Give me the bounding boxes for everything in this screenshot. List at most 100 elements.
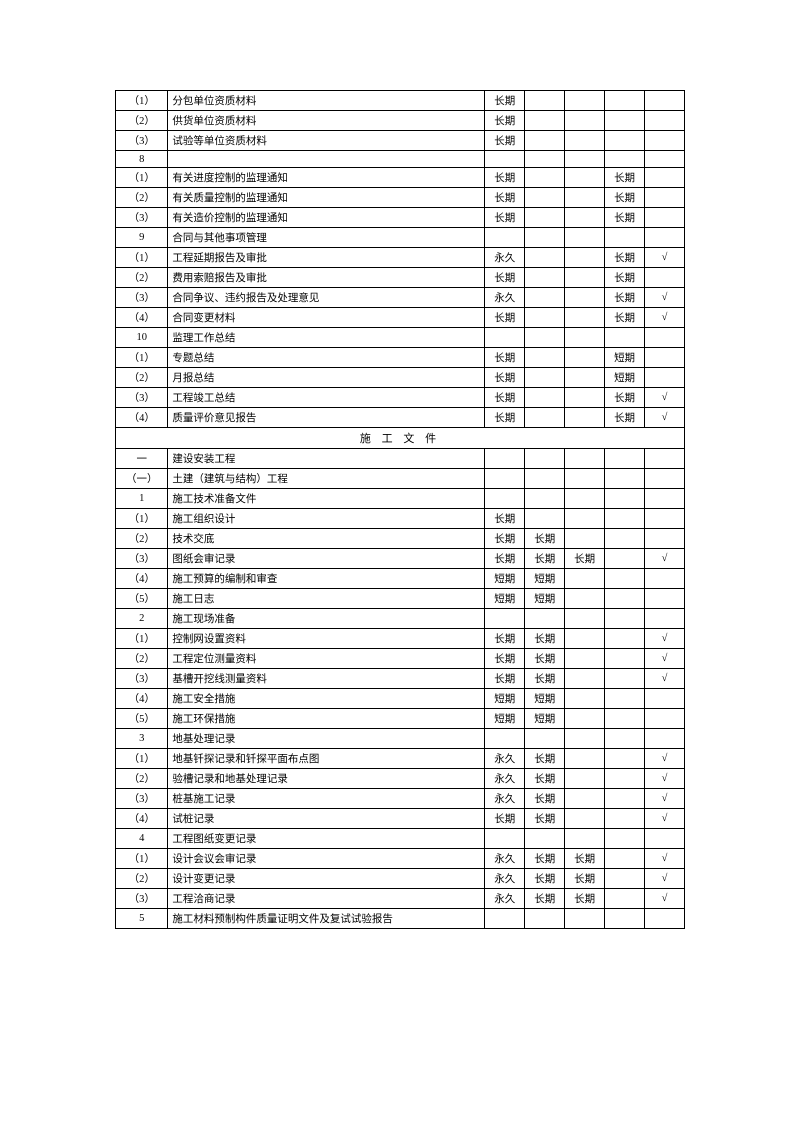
- col-period-2: [525, 131, 565, 151]
- col-period-4: [605, 469, 645, 489]
- col-period-2: [525, 348, 565, 368]
- col-period-1: 永久: [485, 769, 525, 789]
- col-period-2: [525, 228, 565, 248]
- row-number: （1）: [116, 849, 168, 869]
- col-period-2: 长期: [525, 529, 565, 549]
- row-name: 质量评价意见报告: [168, 408, 485, 428]
- col-check: [645, 609, 685, 629]
- table-row: 1施工技术准备文件: [116, 489, 685, 509]
- row-name: 工程图纸变更记录: [168, 829, 485, 849]
- col-period-2: 长期: [525, 849, 565, 869]
- col-period-3: [565, 188, 605, 208]
- col-period-4: [605, 131, 645, 151]
- row-number: （3）: [116, 208, 168, 228]
- col-period-1: 长期: [485, 549, 525, 569]
- row-name: 有关质量控制的监理通知: [168, 188, 485, 208]
- col-period-4: 长期: [605, 208, 645, 228]
- row-name: 工程竣工总结: [168, 388, 485, 408]
- col-period-3: [565, 709, 605, 729]
- col-period-3: 长期: [565, 549, 605, 569]
- table-row: （4）施工安全措施短期短期: [116, 689, 685, 709]
- col-check: [645, 909, 685, 929]
- row-name: 施工环保措施: [168, 709, 485, 729]
- col-period-2: [525, 609, 565, 629]
- col-period-2: [525, 909, 565, 929]
- col-period-4: [605, 829, 645, 849]
- row-name: 合同争议、违约报告及处理意见: [168, 288, 485, 308]
- col-period-1: [485, 909, 525, 929]
- col-check: [645, 489, 685, 509]
- col-period-1: [485, 469, 525, 489]
- col-period-3: [565, 469, 605, 489]
- document-table: （1）分包单位资质材料长期（2）供货单位资质材料长期（3）试验等单位资质材料长期…: [115, 90, 685, 929]
- col-period-4: 长期: [605, 408, 645, 428]
- col-check: [645, 589, 685, 609]
- col-check: √: [645, 789, 685, 809]
- col-period-1: [485, 609, 525, 629]
- col-period-2: [525, 188, 565, 208]
- row-number: （2）: [116, 368, 168, 388]
- row-name: 施工材料预制构件质量证明文件及复试试验报告: [168, 909, 485, 929]
- col-period-2: [525, 388, 565, 408]
- table-row: （2）有关质量控制的监理通知长期长期: [116, 188, 685, 208]
- col-check: [645, 368, 685, 388]
- col-period-2: [525, 368, 565, 388]
- row-name: 专题总结: [168, 348, 485, 368]
- row-name: 有关进度控制的监理通知: [168, 168, 485, 188]
- col-period-1: 长期: [485, 509, 525, 529]
- col-check: [645, 111, 685, 131]
- col-check: √: [645, 549, 685, 569]
- row-number: （1）: [116, 91, 168, 111]
- col-period-4: [605, 889, 645, 909]
- col-period-2: 长期: [525, 629, 565, 649]
- row-name: 图纸会审记录: [168, 549, 485, 569]
- col-period-3: [565, 609, 605, 629]
- row-number: （2）: [116, 529, 168, 549]
- table-row: （4）质量评价意见报告长期长期√: [116, 408, 685, 428]
- row-name: 地基处理记录: [168, 729, 485, 749]
- col-check: [645, 328, 685, 348]
- col-period-1: 长期: [485, 629, 525, 649]
- col-period-1: 长期: [485, 809, 525, 829]
- col-check: [645, 689, 685, 709]
- table-row: （1）设计会议会审记录永久长期长期√: [116, 849, 685, 869]
- row-number: （4）: [116, 569, 168, 589]
- table-row: 3地基处理记录: [116, 729, 685, 749]
- col-period-2: 长期: [525, 649, 565, 669]
- table-row: （一）土建（建筑与结构）工程: [116, 469, 685, 489]
- col-period-3: [565, 749, 605, 769]
- col-check: [645, 348, 685, 368]
- col-period-4: 长期: [605, 188, 645, 208]
- row-name: 建设安装工程: [168, 449, 485, 469]
- row-number: 1: [116, 489, 168, 509]
- row-number: （2）: [116, 769, 168, 789]
- row-name: 验槽记录和地基处理记录: [168, 769, 485, 789]
- row-name: 地基钎探记录和钎探平面布点图: [168, 749, 485, 769]
- col-period-2: [525, 91, 565, 111]
- col-period-4: [605, 669, 645, 689]
- table-row: （3）工程洽商记录永久长期长期√: [116, 889, 685, 909]
- row-number: （1）: [116, 749, 168, 769]
- col-period-3: [565, 268, 605, 288]
- col-period-1: 永久: [485, 789, 525, 809]
- col-period-4: [605, 809, 645, 829]
- row-name: 施工组织设计: [168, 509, 485, 529]
- col-check: √: [645, 388, 685, 408]
- col-period-3: [565, 151, 605, 168]
- col-period-1: [485, 228, 525, 248]
- row-number: （1）: [116, 348, 168, 368]
- col-check: [645, 208, 685, 228]
- col-period-3: [565, 649, 605, 669]
- col-period-3: [565, 509, 605, 529]
- table-row: （3）合同争议、违约报告及处理意见永久长期√: [116, 288, 685, 308]
- table-row: 5施工材料预制构件质量证明文件及复试试验报告: [116, 909, 685, 929]
- row-name: [168, 151, 485, 168]
- col-period-1: 短期: [485, 709, 525, 729]
- col-period-3: [565, 168, 605, 188]
- table-row: （2）设计变更记录永久长期长期√: [116, 869, 685, 889]
- col-period-1: 永久: [485, 849, 525, 869]
- row-number: （5）: [116, 709, 168, 729]
- row-number: 8: [116, 151, 168, 168]
- col-period-2: [525, 111, 565, 131]
- row-name: 设计会议会审记录: [168, 849, 485, 869]
